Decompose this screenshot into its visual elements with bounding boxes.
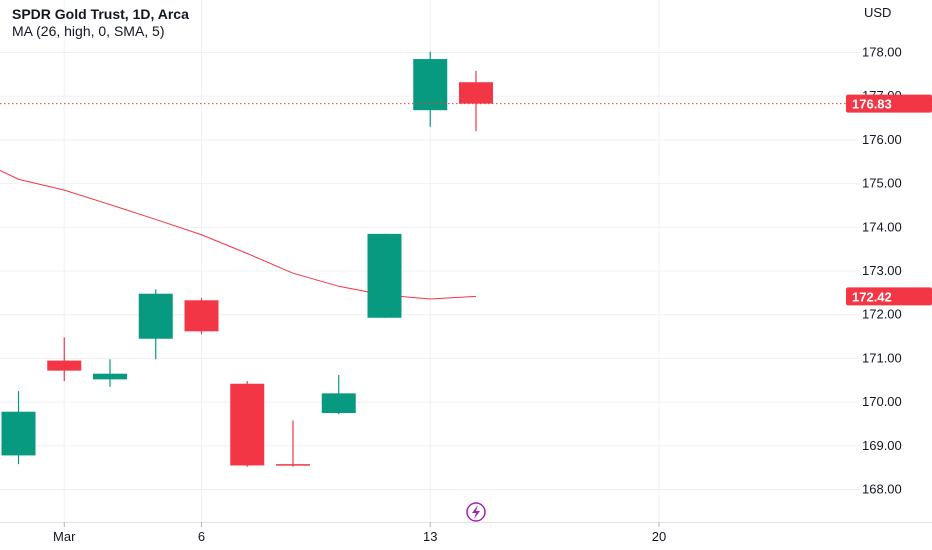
price-tick-label: 170.00 bbox=[862, 394, 902, 409]
candle[interactable] bbox=[230, 381, 265, 467]
chart-legend: SPDR Gold Trust, 1D, Arca MA (26, high, … bbox=[12, 6, 189, 40]
price-tags-layer: 176.83 172.42 bbox=[846, 94, 932, 306]
time-tick-label: 20 bbox=[652, 529, 666, 544]
candle[interactable] bbox=[93, 359, 127, 387]
candle[interactable] bbox=[138, 289, 173, 360]
price-tag bbox=[846, 287, 932, 306]
price-tag bbox=[846, 94, 932, 113]
symbol-title[interactable]: SPDR Gold Trust, 1D, Arca bbox=[12, 6, 189, 22]
price-tick-label: 178.00 bbox=[862, 45, 902, 60]
candle-body bbox=[230, 383, 265, 466]
candle-body bbox=[138, 293, 173, 339]
candle[interactable] bbox=[367, 233, 402, 318]
candle-body bbox=[413, 59, 448, 111]
time-axis[interactable]: Mar 6 13 20 bbox=[53, 522, 666, 544]
candle-body bbox=[321, 393, 356, 414]
candle[interactable] bbox=[47, 337, 82, 382]
candle[interactable] bbox=[413, 51, 448, 127]
candle-body bbox=[276, 464, 310, 466]
price-tick-label: 168.00 bbox=[862, 482, 902, 497]
candle-body bbox=[93, 373, 127, 380]
indicator-label[interactable]: MA (26, high, 0, SMA, 5) bbox=[12, 23, 165, 39]
price-tick-label: 174.00 bbox=[862, 219, 902, 234]
moving-average-layer bbox=[0, 170, 477, 300]
candle[interactable] bbox=[1, 391, 36, 465]
time-tick-label: 13 bbox=[423, 529, 437, 544]
candle[interactable] bbox=[459, 70, 493, 132]
time-tick-label: 6 bbox=[198, 529, 205, 544]
price-axis[interactable]: 168.00 169.00 170.00 171.00 172.00 173.00 174.… bbox=[862, 5, 902, 497]
price-tick-label: 175.00 bbox=[862, 176, 902, 191]
candle-body bbox=[47, 360, 82, 371]
candle-body bbox=[367, 233, 402, 318]
price-tick-label: 169.00 bbox=[862, 438, 902, 453]
candle-body bbox=[459, 82, 493, 104]
chart-grid bbox=[0, 0, 860, 522]
ma-line bbox=[0, 170, 477, 300]
candle[interactable] bbox=[184, 298, 219, 335]
price-tick-label: 176.00 bbox=[862, 132, 902, 147]
time-tick-label: Mar bbox=[53, 529, 76, 544]
price-tick-label: 173.00 bbox=[862, 263, 902, 278]
candle[interactable] bbox=[321, 375, 356, 415]
price-tick-label: 172.00 bbox=[862, 307, 902, 322]
currency-label: USD bbox=[864, 5, 891, 20]
candle[interactable] bbox=[276, 420, 310, 467]
price-tick-label: 171.00 bbox=[862, 350, 902, 365]
price-tag-label: 176.83 bbox=[852, 97, 892, 112]
candle-body bbox=[1, 411, 36, 456]
bolt-glyph bbox=[472, 505, 480, 519]
lightning-icon[interactable] bbox=[466, 502, 486, 522]
price-tag-label: 172.42 bbox=[852, 289, 892, 304]
candles-layer bbox=[1, 51, 493, 467]
time-axis-border bbox=[0, 522, 932, 523]
candle-body bbox=[184, 300, 219, 332]
